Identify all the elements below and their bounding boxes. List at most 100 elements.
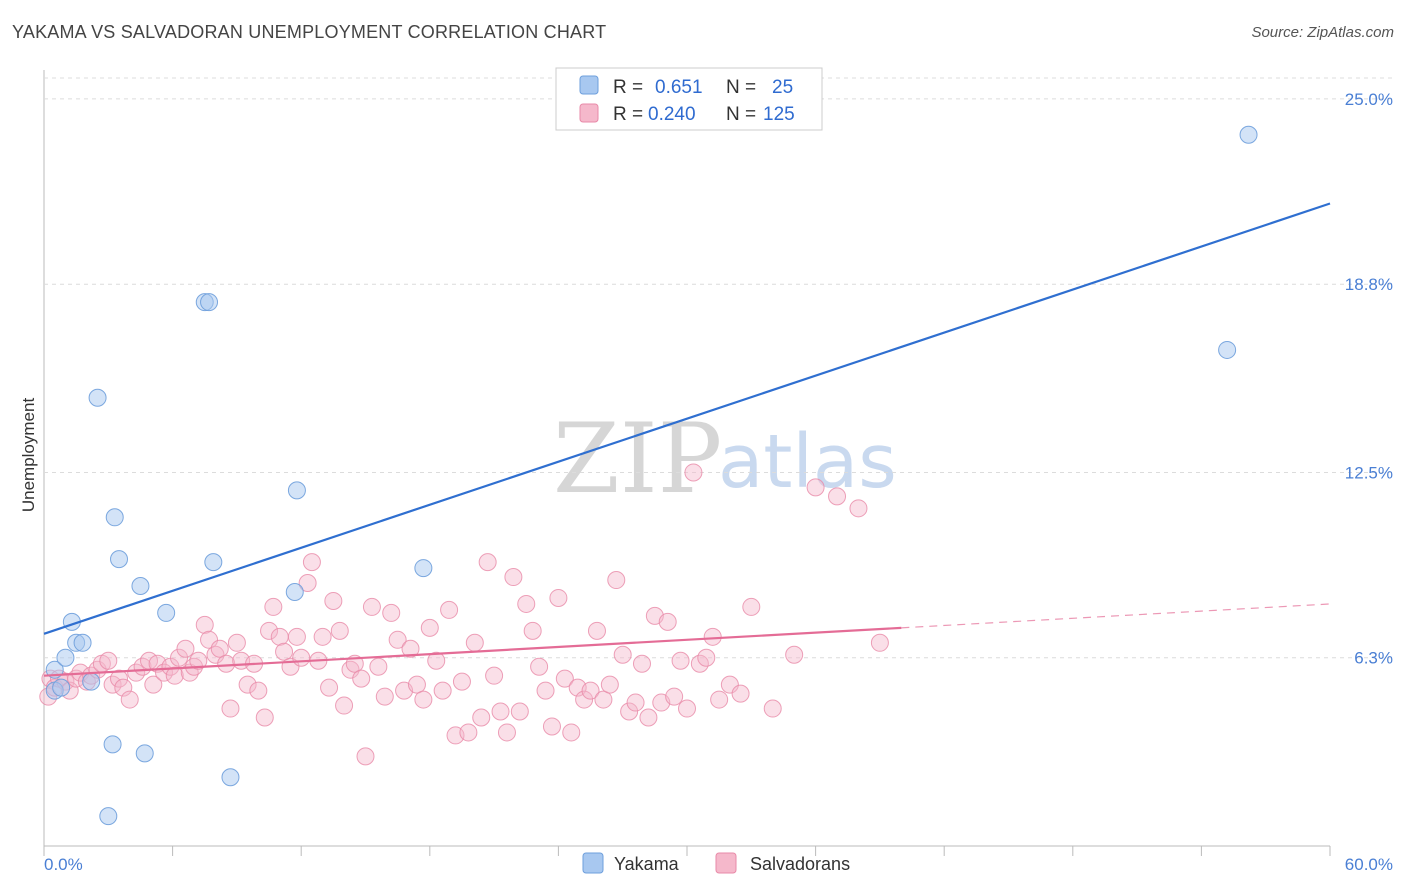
salvadoran-point — [292, 648, 311, 667]
salvadoran-point — [549, 588, 568, 607]
bottom-legend: Yakama Salvadorans — [582, 852, 850, 874]
salvadoran-point — [697, 648, 716, 667]
y-tick-labels: 6.3% 12.5% 18.8% 25.0% — [1345, 90, 1393, 668]
salvadoran-point — [144, 675, 163, 694]
salvadoran-point — [555, 669, 574, 688]
salvadoran-point — [485, 666, 504, 685]
salvadoran-point — [703, 627, 722, 646]
x-tick-marks — [43, 846, 1331, 856]
legend-salvadoran-n-value: 125 — [763, 104, 795, 125]
salvadoran-point — [264, 597, 283, 616]
salvadoran-point — [613, 645, 632, 664]
salvadoran-point — [575, 690, 594, 709]
salvadoran-point — [720, 675, 739, 694]
yakama-point — [82, 672, 101, 691]
salvadoran-point — [369, 657, 388, 676]
bottom-legend-salvadoran-swatch — [715, 852, 737, 874]
salvadoran-point — [352, 669, 371, 688]
bottom-legend-salvadoran-label: Salvadorans — [750, 854, 850, 874]
salvadoran-point — [335, 696, 354, 715]
yakama-point — [204, 553, 223, 572]
salvadoran-point — [587, 621, 606, 640]
salvadoran-point — [632, 654, 651, 673]
bottom-legend-yakama-label: Yakama — [614, 854, 680, 874]
salvadoran-point — [620, 702, 639, 721]
salvadoran-point — [731, 684, 750, 703]
x-tick-label-min: 0.0% — [44, 855, 83, 874]
salvadoran-point — [459, 723, 478, 742]
yakama-point — [221, 768, 240, 787]
yakama-point — [56, 648, 75, 667]
y-axis-label: Unemployment — [19, 398, 38, 513]
salvadoran-point — [828, 487, 847, 506]
salvadoran-point — [99, 651, 118, 670]
salvadoran-point — [221, 699, 240, 718]
salvadoran-point — [530, 657, 549, 676]
y-tick-label: 25.0% — [1345, 90, 1393, 109]
salvadoran-point — [165, 666, 184, 685]
salvadoran-point — [849, 499, 868, 518]
salvadoran-point — [420, 618, 439, 637]
salvadoran-trend-extension — [901, 603, 1331, 629]
salvadoran-point — [491, 702, 510, 721]
legend-yakama-swatch — [579, 75, 599, 95]
yakama-point — [1218, 340, 1237, 359]
yakama-point — [1239, 125, 1258, 144]
yakama-point — [110, 550, 129, 569]
salvadoran-point — [200, 630, 219, 649]
salvadoran-point — [238, 675, 257, 694]
y-tick-label: 18.8% — [1345, 275, 1393, 294]
watermark-zip: ZIP — [553, 403, 722, 515]
yakama-point — [285, 582, 304, 601]
salvadoran-point — [600, 675, 619, 694]
legend-salvadoran-n-label: N = — [726, 104, 756, 125]
salvadoran-point — [255, 708, 274, 727]
salvadoran-point — [270, 627, 289, 646]
yakama-trend-line — [43, 202, 1331, 635]
yakama-point — [287, 481, 306, 500]
yakama-point — [52, 678, 71, 697]
salvadoran-point — [320, 678, 339, 697]
salvadoran-point — [478, 553, 497, 572]
salvadoran-point — [330, 621, 349, 640]
legend-salvadoran-r-value: 0.240 — [648, 104, 696, 125]
yakama-point — [200, 293, 219, 312]
salvadoran-point — [671, 651, 690, 670]
chart-source: Source: ZipAtlas.com — [1251, 24, 1394, 41]
salvadoran-point — [401, 639, 420, 658]
salvadoran-point — [806, 478, 825, 497]
salvadoran-point — [440, 600, 459, 619]
salvadoran-point — [542, 717, 561, 736]
salvadoran-point — [763, 699, 782, 718]
salvadoran-point — [870, 633, 889, 652]
salvadoran-point — [594, 690, 613, 709]
yakama-point — [88, 388, 107, 407]
legend-yakama-n-value: 25 — [772, 77, 793, 98]
yakama-point — [103, 735, 122, 754]
yakama-point — [99, 807, 118, 826]
y-tick-label: 12.5% — [1345, 463, 1393, 482]
salvadoran-point — [523, 621, 542, 640]
salvadoran-point — [639, 708, 658, 727]
salvadoran-point — [302, 553, 321, 572]
salvadoran-point — [324, 591, 343, 610]
salvadoran-point — [110, 669, 129, 688]
salvadoran-point — [742, 597, 761, 616]
yakama-point — [414, 559, 433, 578]
salvadoran-point — [472, 708, 491, 727]
salvadoran-point — [217, 654, 236, 673]
salvadoran-point — [785, 645, 804, 664]
salvadoran-point — [581, 681, 600, 700]
salvadoran-point — [665, 687, 684, 706]
legend-yakama-n-label: N = — [726, 77, 756, 98]
salvadoran-point — [414, 690, 433, 709]
salvadoran-point — [210, 639, 229, 658]
yakama-point — [131, 577, 150, 596]
salvadoran-point — [189, 651, 208, 670]
salvadoran-point — [452, 672, 471, 691]
salvadoran-point — [504, 568, 523, 587]
salvadoran-point — [287, 627, 306, 646]
yakama-point — [73, 633, 92, 652]
salvadoran-point — [626, 693, 645, 712]
